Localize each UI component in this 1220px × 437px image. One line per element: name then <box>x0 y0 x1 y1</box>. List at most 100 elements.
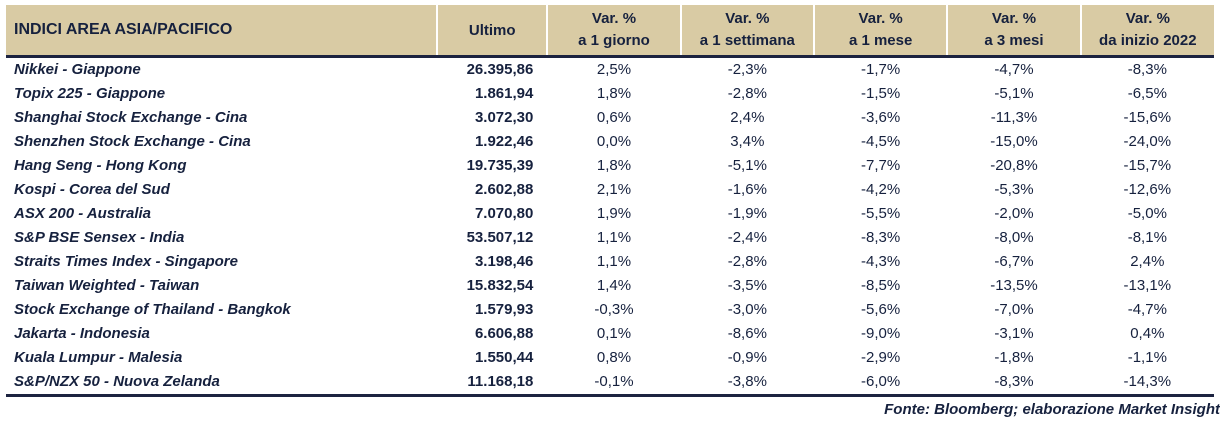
var-1-giorno-value: 1,9% <box>596 205 632 222</box>
table-row: Stock Exchange of Thailand - Bangkok 1.5… <box>6 298 1214 322</box>
last-value: 7.070,80 <box>474 205 534 222</box>
index-name: Jakarta - Indonesia <box>14 325 150 342</box>
index-name: S&P BSE Sensex - India <box>14 229 185 246</box>
var-1-settimana-value: -3,5% <box>727 277 767 294</box>
var-1-settimana-value: -0,9% <box>727 349 767 366</box>
indices-table: INDICI AREA ASIA/PACIFICO Ultimo Var. % … <box>6 5 1214 397</box>
var-period-label: a 1 settimana <box>699 32 795 49</box>
var-1-settimana-value: 3,4% <box>730 133 765 150</box>
var-period-label: a 3 mesi <box>984 32 1044 49</box>
var-1-mese-value: -2,9% <box>861 349 901 366</box>
var-3-mesi-value: -3,1% <box>994 325 1034 342</box>
var-inizio-2022-value: -8,3% <box>1127 61 1167 78</box>
index-name: S&P/NZX 50 - Nuova Zelanda <box>14 373 220 390</box>
var-percent-label: Var. % <box>1125 10 1170 27</box>
var-1-mese-value: -1,5% <box>861 85 901 102</box>
last-value: 53.507,12 <box>466 229 534 246</box>
var-1-mese-value: -3,6% <box>861 109 901 126</box>
column-header-var-3-mesi: Var. % a 3 mesi <box>946 5 1081 57</box>
var-1-settimana-value: -1,9% <box>727 205 767 222</box>
last-value: 1.861,94 <box>474 85 534 102</box>
table-row: Jakarta - Indonesia 6.606,88 0,1% -8,6% … <box>6 322 1214 346</box>
column-header-ultimo: Ultimo <box>436 5 548 57</box>
column-header-var-1-settimana: Var. % a 1 settimana <box>679 5 814 57</box>
last-value: 19.735,39 <box>466 157 534 174</box>
var-1-settimana-value: 2,4% <box>730 109 765 126</box>
var-3-mesi-value: -20,8% <box>990 157 1038 174</box>
column-header-var-1-giorno: Var. % a 1 giorno <box>546 5 681 57</box>
var-3-mesi-value: -7,0% <box>994 301 1034 318</box>
var-1-mese-value: -7,7% <box>861 157 901 174</box>
var-1-settimana-value: -1,6% <box>727 181 767 198</box>
source-attribution: Fonte: Bloomberg; elaborazione Market In… <box>884 401 1220 418</box>
var-inizio-2022-value: -1,1% <box>1127 349 1167 366</box>
var-inizio-2022-value: -13,1% <box>1123 277 1172 294</box>
var-1-settimana-value: -3,8% <box>727 373 767 390</box>
var-1-giorno-value: 0,1% <box>596 325 632 342</box>
index-name: Straits Times Index - Singapore <box>14 253 238 270</box>
last-value: 1.550,44 <box>474 349 534 366</box>
table-row: Kuala Lumpur - Malesia 1.550,44 0,8% -0,… <box>6 346 1214 370</box>
var-1-settimana-value: -2,8% <box>727 253 767 270</box>
var-1-giorno-value: -0,3% <box>594 301 634 318</box>
column-header-indices-title: INDICI AREA ASIA/PACIFICO <box>6 5 438 57</box>
var-1-giorno-value: -0,1% <box>594 373 634 390</box>
var-period-label: da inizio 2022 <box>1099 32 1197 49</box>
var-1-mese-value: -4,2% <box>861 181 901 198</box>
column-header-var-inizio-2022: Var. % da inizio 2022 <box>1079 5 1214 57</box>
var-3-mesi-value: -4,7% <box>994 61 1034 78</box>
var-1-mese-value: -4,5% <box>861 133 901 150</box>
table-row: Hang Seng - Hong Kong 19.735,39 1,8% -5,… <box>6 154 1214 178</box>
var-1-giorno-value: 2,1% <box>596 181 632 198</box>
table-row: Straits Times Index - Singapore 3.198,46… <box>6 250 1214 274</box>
var-period-label: a 1 mese <box>848 32 913 49</box>
var-inizio-2022-value: -6,5% <box>1127 85 1167 102</box>
last-value: 2.602,88 <box>474 181 534 198</box>
var-inizio-2022-value: -15,7% <box>1123 157 1172 174</box>
var-1-giorno-value: 1,1% <box>596 229 632 246</box>
var-inizio-2022-value: 2,4% <box>1130 253 1165 270</box>
last-value: 1.922,46 <box>474 133 534 150</box>
last-value: 11.168,18 <box>467 373 534 390</box>
var-3-mesi-value: -5,1% <box>994 85 1034 102</box>
last-value: 3.072,30 <box>474 109 534 126</box>
var-percent-label: Var. % <box>858 10 903 27</box>
var-percent-label: Var. % <box>725 10 770 27</box>
var-1-settimana-value: -2,8% <box>727 85 767 102</box>
var-inizio-2022-value: -8,1% <box>1127 229 1167 246</box>
var-3-mesi-value: -15,0% <box>990 133 1038 150</box>
var-1-mese-value: -5,6% <box>861 301 901 318</box>
index-name: Taiwan Weighted - Taiwan <box>14 277 200 294</box>
table-header: INDICI AREA ASIA/PACIFICO Ultimo Var. % … <box>6 5 1214 57</box>
last-value: 3.198,46 <box>474 253 534 270</box>
var-1-giorno-value: 1,8% <box>596 85 632 102</box>
var-1-mese-value: -4,3% <box>861 253 901 270</box>
index-name: Hang Seng - Hong Kong <box>14 157 187 174</box>
column-header-var-1-mese: Var. % a 1 mese <box>812 5 948 57</box>
var-3-mesi-value: -8,0% <box>994 229 1034 246</box>
table-row: Shenzhen Stock Exchange - Cina 1.922,46 … <box>6 130 1214 154</box>
var-inizio-2022-value: -12,6% <box>1123 181 1172 198</box>
var-1-mese-value: -9,0% <box>861 325 901 342</box>
var-1-giorno-value: 2,5% <box>596 61 632 78</box>
var-1-settimana-value: -8,6% <box>727 325 767 342</box>
index-name: Nikkei - Giappone <box>14 61 141 78</box>
var-3-mesi-value: -8,3% <box>994 373 1034 390</box>
var-1-settimana-value: -3,0% <box>727 301 767 318</box>
last-value: 26.395,86 <box>466 61 534 78</box>
index-name: Shanghai Stock Exchange - Cina <box>14 109 248 126</box>
var-3-mesi-value: -13,5% <box>990 277 1038 294</box>
table-body: Nikkei - Giappone 26.395,86 2,5% -2,3% -… <box>6 57 1214 396</box>
table-row: S&P/NZX 50 - Nuova Zelanda 11.168,18 -0,… <box>6 370 1214 396</box>
var-1-mese-value: -1,7% <box>861 61 901 78</box>
var-3-mesi-value: -2,0% <box>994 205 1034 222</box>
var-1-giorno-value: 0,8% <box>596 349 632 366</box>
var-inizio-2022-value: 0,4% <box>1130 325 1165 342</box>
var-1-giorno-value: 1,1% <box>596 253 632 270</box>
last-value: 6.606,88 <box>474 325 534 342</box>
index-name: Stock Exchange of Thailand - Bangkok <box>14 301 291 318</box>
var-period-label: a 1 giorno <box>578 32 650 49</box>
index-name: Topix 225 - Giappone <box>14 85 166 102</box>
var-percent-label: Var. % <box>991 10 1037 27</box>
index-name: Kuala Lumpur - Malesia <box>14 349 183 366</box>
